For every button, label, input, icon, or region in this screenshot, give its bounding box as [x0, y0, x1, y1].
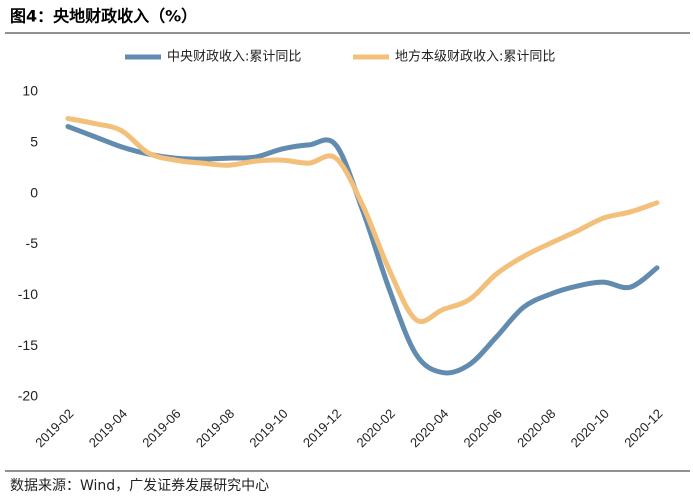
- source: 数据来源：Wind，广发证券发展研究中心: [10, 478, 269, 494]
- x-tick-label: 2019-02: [32, 406, 76, 450]
- x-tick-label: 2019-04: [86, 406, 130, 450]
- y-tick-label: -5: [26, 235, 39, 251]
- y-tick-label: -10: [18, 286, 38, 302]
- x-tick-label: 2019-12: [300, 406, 344, 450]
- x-tick-label: 2020-02: [353, 406, 397, 450]
- x-tick-label: 2020-12: [621, 406, 665, 450]
- x-tick-label: 2020-08: [514, 406, 558, 450]
- x-tick-label: 2020-04: [407, 406, 451, 450]
- y-tick-label: 10: [22, 83, 38, 99]
- x-tick-label: 2019-10: [246, 406, 290, 450]
- y-tick-label: 5: [30, 134, 38, 150]
- legend-label: 中央财政收入:累计同比: [167, 50, 301, 65]
- y-tick-label: -20: [18, 388, 38, 404]
- x-tick-label: 2020-10: [568, 406, 612, 450]
- chart-title: 图4：央地财政收入（%）: [10, 7, 197, 26]
- legend-label: 地方本级财政收入:累计同比: [395, 49, 555, 65]
- x-tick-label: 2020-06: [461, 406, 505, 450]
- series-line: [65, 115, 660, 324]
- x-tick-label: 2019-08: [193, 406, 237, 450]
- x-tick-label: 2019-06: [139, 406, 183, 450]
- y-tick-label: -15: [18, 337, 38, 353]
- series-line: [65, 124, 660, 376]
- y-tick-label: 0: [30, 184, 38, 200]
